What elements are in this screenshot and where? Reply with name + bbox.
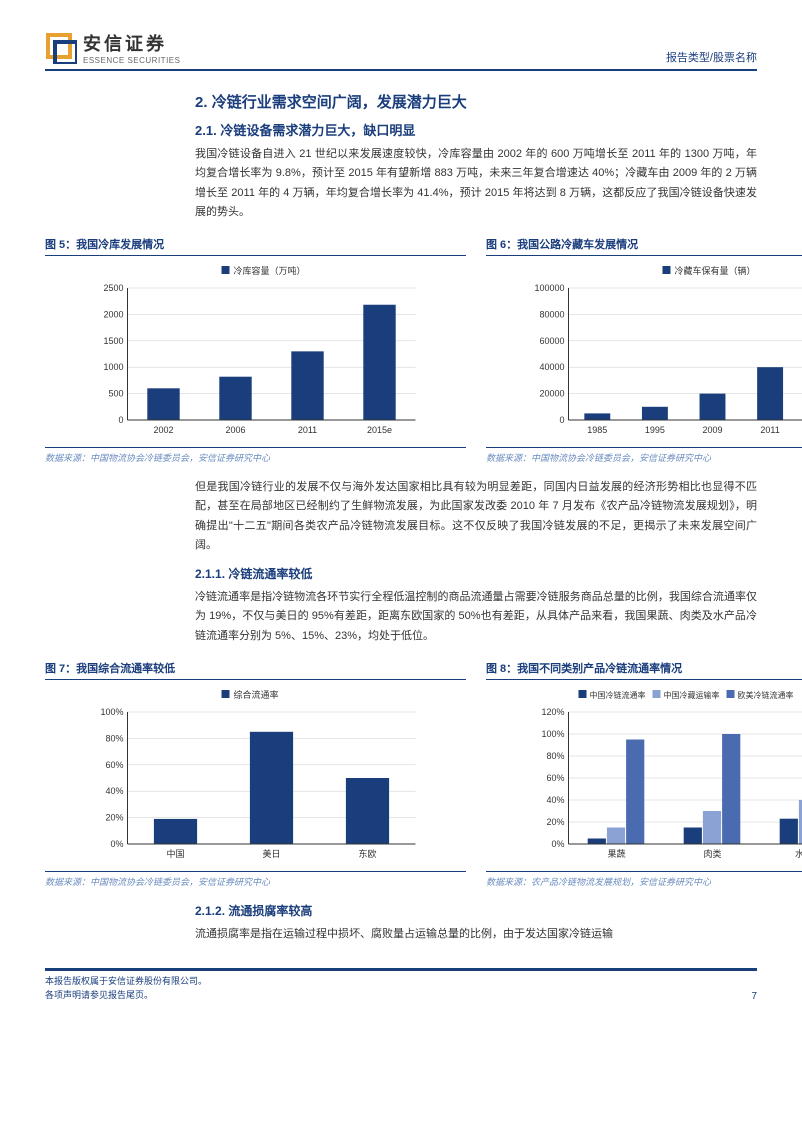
svg-text:1000: 1000	[103, 362, 123, 372]
svg-text:1985: 1985	[587, 425, 607, 435]
chart-7-source: 数据来源：中国物流协会冷链委员会，安信证券研究中心	[45, 871, 466, 888]
chart-7-title: 图 7：我国综合流通率较低	[45, 660, 466, 680]
svg-text:80000: 80000	[539, 309, 564, 319]
para-2-1: 我国冷链设备自进入 21 世纪以来发展速度较快，冷库容量由 2002 年的 60…	[195, 145, 757, 222]
logo-icon	[45, 32, 77, 64]
logo-cn: 安信证券	[83, 30, 180, 56]
chart-7-svg: 0% 20% 40% 60% 80% 100% 综合流通率中国 美日 东欧	[45, 686, 466, 866]
logo: 安信证券 ESSENCE SECURITIES	[45, 30, 180, 65]
svg-text:20%: 20%	[546, 817, 564, 827]
svg-text:60%: 60%	[546, 773, 564, 783]
svg-text:美日: 美日	[262, 848, 280, 859]
chart-5-svg: 0 500 1000 1500 2000 2500 冷库容量（万吨） 2002 2006 2011…	[45, 262, 466, 442]
svg-text:20%: 20%	[105, 812, 123, 822]
svg-text:100%: 100%	[541, 729, 564, 739]
svg-text:40000: 40000	[539, 362, 564, 372]
section-2-1-1-heading: 2.1.1. 冷链流通率较低	[195, 565, 757, 582]
svg-text:0%: 0%	[551, 839, 564, 849]
svg-text:冷库容量（万吨）: 冷库容量（万吨）	[234, 265, 306, 276]
svg-text:500: 500	[108, 389, 123, 399]
svg-text:冷藏车保有量（辆）: 冷藏车保有量（辆）	[675, 265, 756, 276]
svg-text:2009: 2009	[702, 425, 722, 435]
chart-8-title: 图 8：我国不同类别产品冷链流通率情况	[486, 660, 802, 680]
chart-6: 图 6：我国公路冷藏车发展情况 0 20000 40000 60000 80000 100…	[486, 236, 802, 464]
para-2-1-1: 冷链流通率是指冷链物流各环节实行全程低温控制的商品流通量占需要冷链服务商品总量的…	[195, 588, 757, 646]
svg-text:2006: 2006	[225, 425, 245, 435]
page-header: 安信证券 ESSENCE SECURITIES 报告类型/股票名称	[45, 30, 757, 71]
svg-text:中国冷藏运输率: 中国冷藏运输率	[664, 690, 720, 700]
svg-text:20000: 20000	[539, 389, 564, 399]
svg-text:2011: 2011	[760, 425, 779, 435]
svg-text:1500: 1500	[103, 336, 123, 346]
header-right: 报告类型/股票名称	[666, 49, 757, 65]
svg-text:80%: 80%	[546, 751, 564, 761]
section-2-heading: 2. 冷链行业需求空间广阔，发展潜力巨大	[195, 91, 757, 112]
svg-text:1995: 1995	[645, 425, 665, 435]
svg-text:东欧: 东欧	[358, 848, 376, 859]
svg-text:100%: 100%	[100, 707, 123, 717]
svg-text:80%: 80%	[105, 733, 123, 743]
svg-text:综合流通率: 综合流通率	[234, 689, 279, 700]
chart-8-svg: 0% 20% 40% 60% 80% 100% 120% 中国冷链流通率 中国冷藏运输率 欧美冷链…	[486, 686, 802, 866]
para-2-1-2: 流通损腐率是指在运输过程中损坏、腐败量占运输总量的比例，由于发达国家冷链运输	[195, 925, 757, 944]
section-2-1-2-heading: 2.1.2. 流通损腐率较高	[195, 902, 757, 919]
svg-text:2000: 2000	[103, 309, 123, 319]
chart-6-title: 图 6：我国公路冷藏车发展情况	[486, 236, 802, 256]
svg-text:肉类: 肉类	[703, 848, 721, 859]
chart-8-source: 数据来源：农产品冷链物流发展规划，安信证券研究中心	[486, 871, 802, 888]
svg-text:0: 0	[118, 415, 123, 425]
svg-text:2002: 2002	[153, 425, 173, 435]
chart-5-source: 数据来源：中国物流协会冷链委员会，安信证券研究中心	[45, 447, 466, 464]
svg-text:0: 0	[559, 415, 564, 425]
svg-text:2011: 2011	[298, 425, 317, 435]
svg-text:0%: 0%	[110, 839, 123, 849]
svg-text:中国: 中国	[166, 848, 184, 859]
footer-line2: 各项声明请参见报告尾页。	[45, 989, 207, 1003]
chart-6-source: 数据来源：中国物流协会冷链委员会，安信证券研究中心	[486, 447, 802, 464]
svg-text:水产品: 水产品	[795, 848, 802, 859]
chart-7: 图 7：我国综合流通率较低 0% 20% 40% 60% 80% 100% 综合流通率中国 美…	[45, 660, 466, 888]
svg-text:中国冷链流通率: 中国冷链流通率	[590, 690, 646, 700]
chart-6-svg: 0 20000 40000 60000 80000 100000 冷藏车保有量（辆） 1985…	[486, 262, 802, 442]
logo-en: ESSENCE SECURITIES	[83, 56, 180, 65]
svg-text:100000: 100000	[534, 283, 564, 293]
svg-text:2015e: 2015e	[367, 425, 392, 435]
section-2-1-heading: 2.1. 冷链设备需求潜力巨大，缺口明显	[195, 120, 757, 139]
para-2-1b: 但是我国冷链行业的发展不仅与海外发达国家相比具有较为明显差距，同国内日益发展的经…	[195, 478, 757, 555]
svg-text:2500: 2500	[103, 283, 123, 293]
footer-line1: 本报告版权属于安信证券股份有限公司。	[45, 975, 207, 989]
page-footer: 本报告版权属于安信证券股份有限公司。 各项声明请参见报告尾页。 7	[45, 968, 757, 1002]
svg-text:60000: 60000	[539, 336, 564, 346]
page-number: 7	[751, 991, 757, 1002]
chart-5: 图 5：我国冷库发展情况 0 500 1000 1500 2000 2500 冷库容量（万吨…	[45, 236, 466, 464]
svg-text:欧美冷链流通率: 欧美冷链流通率	[738, 690, 794, 700]
svg-text:60%: 60%	[105, 760, 123, 770]
chart-5-title: 图 5：我国冷库发展情况	[45, 236, 466, 256]
svg-text:40%: 40%	[546, 795, 564, 805]
svg-text:果蔬: 果蔬	[607, 848, 625, 859]
svg-text:40%: 40%	[105, 786, 123, 796]
svg-text:120%: 120%	[541, 707, 564, 717]
chart-8: 图 8：我国不同类别产品冷链流通率情况 0% 20% 40% 60% 80% 100% 12…	[486, 660, 802, 888]
